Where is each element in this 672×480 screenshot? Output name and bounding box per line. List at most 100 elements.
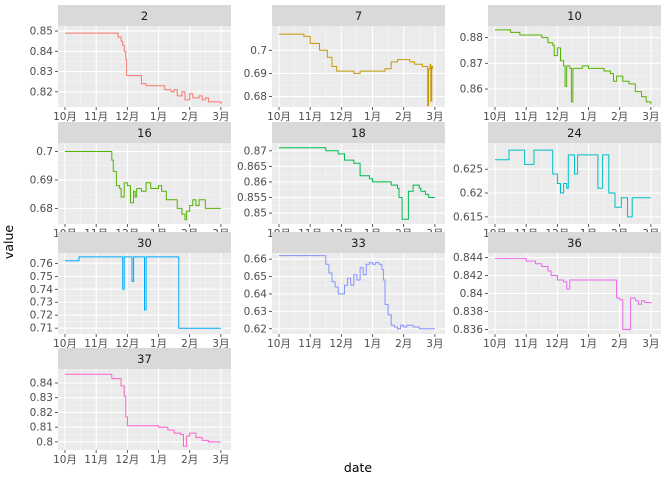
panel-background	[488, 26, 661, 107]
y-axis-title: value	[1, 225, 16, 259]
facet-strip	[272, 5, 445, 26]
series-line-2	[65, 32, 222, 104]
x-tick-label: 12月	[545, 111, 569, 123]
y-tick-label: 0.865	[237, 161, 267, 173]
x-tick-label: 1月	[150, 111, 167, 123]
facet-strip	[272, 122, 445, 143]
y-tick-label: 0.68	[244, 91, 267, 103]
panel-background	[272, 143, 445, 224]
facet-strip	[58, 348, 231, 369]
x-tick-label: 3月	[642, 338, 659, 350]
x-tick-label: 10月	[483, 338, 507, 350]
y-tick-label: 0.81	[30, 422, 53, 434]
y-tick-label: 0.83	[30, 392, 53, 404]
y-tick-label: 0.76	[30, 258, 54, 270]
facet-panel-7: 7 10月 11月 12月 1月 2月 3月 0.68 0.69 0.7	[244, 5, 445, 123]
series-line-7	[279, 33, 434, 107]
y-tick-label: 0.842	[453, 270, 483, 282]
x-tick-label: 1月	[580, 111, 597, 123]
x-tick-label: 2月	[181, 111, 198, 123]
y-tick-label: 0.75	[30, 271, 53, 283]
facet-strip-label: 24	[567, 126, 582, 140]
x-tick-label: 12月	[329, 111, 353, 123]
x-tick-label: 2月	[181, 454, 198, 466]
x-tick-label: 1月	[364, 111, 381, 123]
y-tick-label: 0.836	[453, 324, 483, 336]
y-tick-label: 0.86	[244, 176, 268, 188]
series-line-37	[65, 373, 221, 447]
facet-panel-16: 1610月11月12月1月2月3月0.680.690.7	[30, 122, 231, 240]
y-tick-label: 0.71	[30, 323, 53, 335]
x-tick-label: 11月	[514, 111, 538, 123]
x-tick-label: 1月	[150, 338, 167, 350]
series-line-36	[495, 257, 652, 330]
x-tick-label: 3月	[642, 111, 659, 123]
y-tick-label: 0.838	[453, 306, 483, 318]
facet-strip-label: 18	[351, 126, 366, 140]
facet-strip-label: 10	[567, 9, 582, 23]
facet-panel-10: 10 10月 11月 12月 1月 2月 3月 0.86 0.87 0.88	[460, 5, 661, 123]
x-tick-label: 11月	[298, 338, 322, 350]
x-tick-label: 10月	[267, 338, 291, 350]
x-tick-label: 2月	[395, 338, 412, 350]
facet-strip	[58, 5, 231, 26]
facet-panel-37: 37 10月 11月 12月 1月 2月 3月 0.8 0.81 0.82 0.83 0.84	[30, 348, 231, 466]
facet-strip-label: 2	[141, 9, 148, 23]
y-tick-label: 0.855	[237, 192, 267, 204]
series-line-18	[279, 147, 435, 220]
x-tick-label: 11月	[514, 338, 538, 350]
x-tick-label: 11月	[84, 338, 108, 350]
y-tick-label: 0.84	[30, 46, 54, 58]
facet-strip	[488, 232, 661, 253]
x-tick-label: 2月	[181, 338, 198, 350]
facet-panel-2: 2 10月 11月 12月 1月 2月 3月 0.82 0.83 0.84 0.85	[30, 5, 231, 123]
x-tick-label: 3月	[212, 111, 229, 123]
x-tick-label: 12月	[329, 338, 353, 350]
facet-strip-label: 16	[137, 126, 152, 140]
y-tick-label: 0.84	[460, 288, 484, 300]
series-line-16	[65, 151, 221, 221]
x-tick-label: 11月	[84, 111, 108, 123]
y-tick-label: 0.66	[244, 254, 268, 266]
x-tick-label: 3月	[426, 338, 443, 350]
x-tick-label: 10月	[53, 454, 77, 466]
y-tick-label: 0.73	[30, 297, 53, 309]
x-tick-label: 10月	[267, 111, 291, 123]
x-tick-label: 10月	[53, 111, 77, 123]
y-tick-label: 0.85	[30, 26, 53, 38]
x-tick-label: 3月	[212, 338, 229, 350]
y-tick-label: 0.82	[30, 86, 53, 98]
series-line-30	[65, 256, 221, 329]
x-tick-label: 12月	[115, 111, 139, 123]
x-tick-label: 2月	[395, 111, 412, 123]
y-tick-label: 0.7	[36, 146, 53, 158]
y-tick-label: 0.69	[30, 174, 53, 186]
y-tick-label: 0.74	[30, 284, 54, 296]
facet-strip	[272, 232, 445, 253]
y-tick-label: 0.65	[244, 271, 267, 283]
x-tick-label: 11月	[84, 454, 108, 466]
facet-panel-33: 33 10月 11月 12月 1月 2月 3月 0.62 0.63 0.64 0.65 0.66	[244, 232, 445, 350]
y-tick-label: 0.63	[244, 306, 267, 318]
panel-background	[58, 26, 231, 107]
facet-strip-label: 37	[137, 352, 152, 366]
y-tick-label: 0.83	[30, 66, 53, 78]
y-tick-label: 0.69	[244, 68, 267, 80]
x-tick-label: 12月	[115, 454, 139, 466]
series-line-24	[495, 149, 651, 218]
x-tick-label: 3月	[426, 111, 443, 123]
facet-strip-label: 30	[137, 236, 152, 250]
y-tick-label: 0.68	[30, 203, 53, 215]
panel-background	[272, 26, 445, 107]
x-tick-label: 2月	[611, 111, 628, 123]
y-tick-label: 0.87	[244, 145, 267, 157]
series-line-10	[495, 29, 652, 105]
y-tick-label: 0.844	[453, 252, 483, 264]
y-tick-label: 0.87	[460, 58, 483, 70]
y-tick-label: 0.88	[460, 32, 483, 44]
x-tick-label: 11月	[298, 111, 322, 123]
y-tick-label: 0.62	[244, 323, 267, 335]
facet-strip-label: 7	[355, 9, 362, 23]
